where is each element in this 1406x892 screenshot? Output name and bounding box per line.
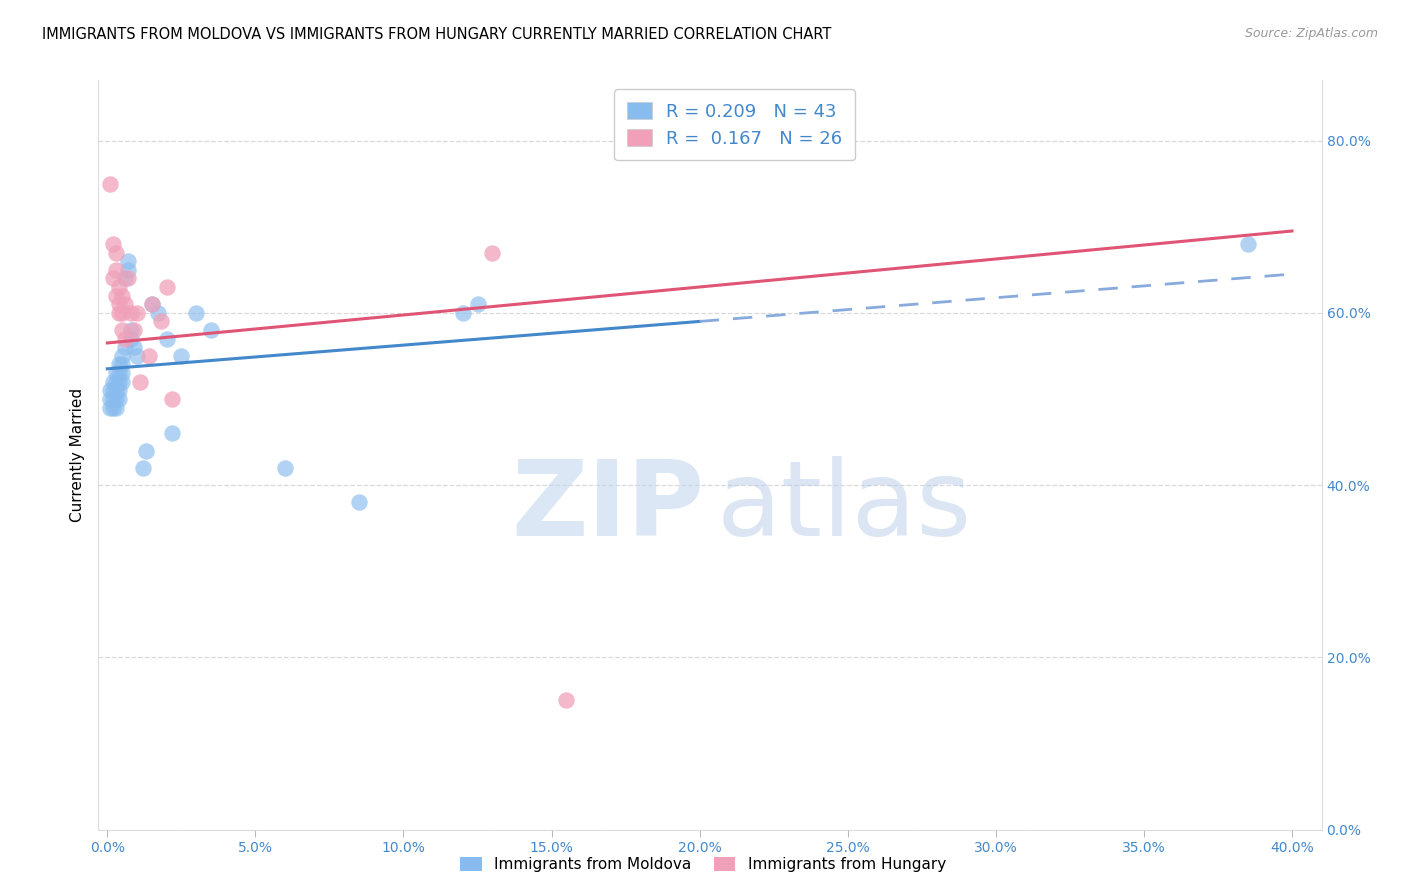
Point bbox=[122, 340, 145, 354]
Y-axis label: Currently Married: Currently Married bbox=[70, 388, 86, 522]
Point bbox=[120, 306, 142, 320]
Point bbox=[98, 177, 121, 191]
Point bbox=[105, 392, 128, 406]
Point bbox=[98, 384, 121, 398]
Point bbox=[114, 332, 136, 346]
Point bbox=[117, 262, 139, 277]
Point bbox=[170, 349, 193, 363]
Point bbox=[108, 280, 131, 294]
Point bbox=[105, 288, 128, 302]
Point bbox=[103, 392, 125, 406]
Point bbox=[122, 323, 145, 337]
Point bbox=[105, 384, 128, 398]
Point bbox=[141, 297, 163, 311]
Point bbox=[120, 332, 142, 346]
Text: Source: ZipAtlas.com: Source: ZipAtlas.com bbox=[1244, 27, 1378, 40]
Point bbox=[132, 460, 155, 475]
Text: ZIP: ZIP bbox=[510, 457, 704, 558]
Point bbox=[555, 693, 578, 707]
Point bbox=[108, 306, 131, 320]
Point bbox=[200, 323, 222, 337]
Point bbox=[108, 392, 131, 406]
Point bbox=[467, 297, 489, 311]
Point bbox=[155, 280, 177, 294]
Text: atlas: atlas bbox=[716, 457, 972, 558]
Point bbox=[135, 443, 157, 458]
Point bbox=[108, 375, 131, 389]
Text: IMMIGRANTS FROM MOLDOVA VS IMMIGRANTS FROM HUNGARY CURRENTLY MARRIED CORRELATION: IMMIGRANTS FROM MOLDOVA VS IMMIGRANTS FR… bbox=[42, 27, 831, 42]
Point bbox=[117, 271, 139, 285]
Point bbox=[111, 323, 134, 337]
Point bbox=[108, 366, 131, 380]
Point bbox=[451, 306, 474, 320]
Point bbox=[103, 236, 125, 251]
Point bbox=[111, 288, 134, 302]
Point bbox=[103, 384, 125, 398]
Point bbox=[103, 401, 125, 415]
Point bbox=[117, 254, 139, 268]
Point bbox=[162, 392, 184, 406]
Point bbox=[186, 306, 208, 320]
Point bbox=[108, 358, 131, 372]
Point bbox=[105, 375, 128, 389]
Point bbox=[114, 297, 136, 311]
Point bbox=[103, 271, 125, 285]
Point bbox=[155, 332, 177, 346]
Point bbox=[98, 401, 121, 415]
Point bbox=[162, 426, 184, 441]
Point bbox=[114, 340, 136, 354]
Point bbox=[141, 297, 163, 311]
Point bbox=[111, 306, 134, 320]
Point bbox=[111, 358, 134, 372]
Point bbox=[481, 245, 503, 260]
Point bbox=[120, 323, 142, 337]
Point bbox=[114, 271, 136, 285]
Point bbox=[149, 314, 172, 328]
Point bbox=[108, 384, 131, 398]
Point bbox=[138, 349, 160, 363]
Legend: Immigrants from Moldova, Immigrants from Hungary: Immigrants from Moldova, Immigrants from… bbox=[453, 849, 953, 880]
Point bbox=[111, 349, 134, 363]
Point bbox=[105, 401, 128, 415]
Point bbox=[274, 460, 297, 475]
Point bbox=[111, 375, 134, 389]
Point bbox=[1236, 236, 1258, 251]
Point bbox=[105, 366, 128, 380]
Point bbox=[105, 245, 128, 260]
Point bbox=[111, 366, 134, 380]
Legend: R = 0.209   N = 43, R =  0.167   N = 26: R = 0.209 N = 43, R = 0.167 N = 26 bbox=[614, 89, 855, 161]
Point bbox=[146, 306, 169, 320]
Point bbox=[103, 375, 125, 389]
Point bbox=[125, 306, 148, 320]
Point bbox=[347, 495, 370, 509]
Point bbox=[128, 375, 150, 389]
Point bbox=[98, 392, 121, 406]
Point bbox=[125, 349, 148, 363]
Point bbox=[105, 262, 128, 277]
Point bbox=[108, 297, 131, 311]
